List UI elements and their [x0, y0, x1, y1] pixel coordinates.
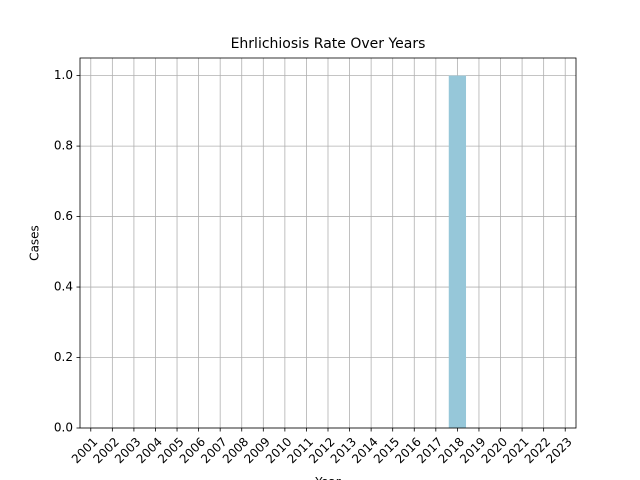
y-tick-label: 1.0	[54, 68, 73, 82]
y-tick-label: 0.0	[54, 421, 73, 435]
y-tick-label: 0.6	[54, 209, 73, 223]
plot-frame	[79, 57, 577, 429]
y-tick-label: 0.2	[54, 350, 73, 364]
bar	[448, 75, 467, 428]
y-tick-label: 0.4	[54, 280, 73, 294]
chart-title: Ehrlichiosis Rate Over Years	[231, 36, 426, 52]
x-axis-label: Year	[314, 475, 340, 480]
y-axis-label: Cases	[28, 225, 42, 261]
y-tick-label: 0.8	[54, 139, 73, 153]
